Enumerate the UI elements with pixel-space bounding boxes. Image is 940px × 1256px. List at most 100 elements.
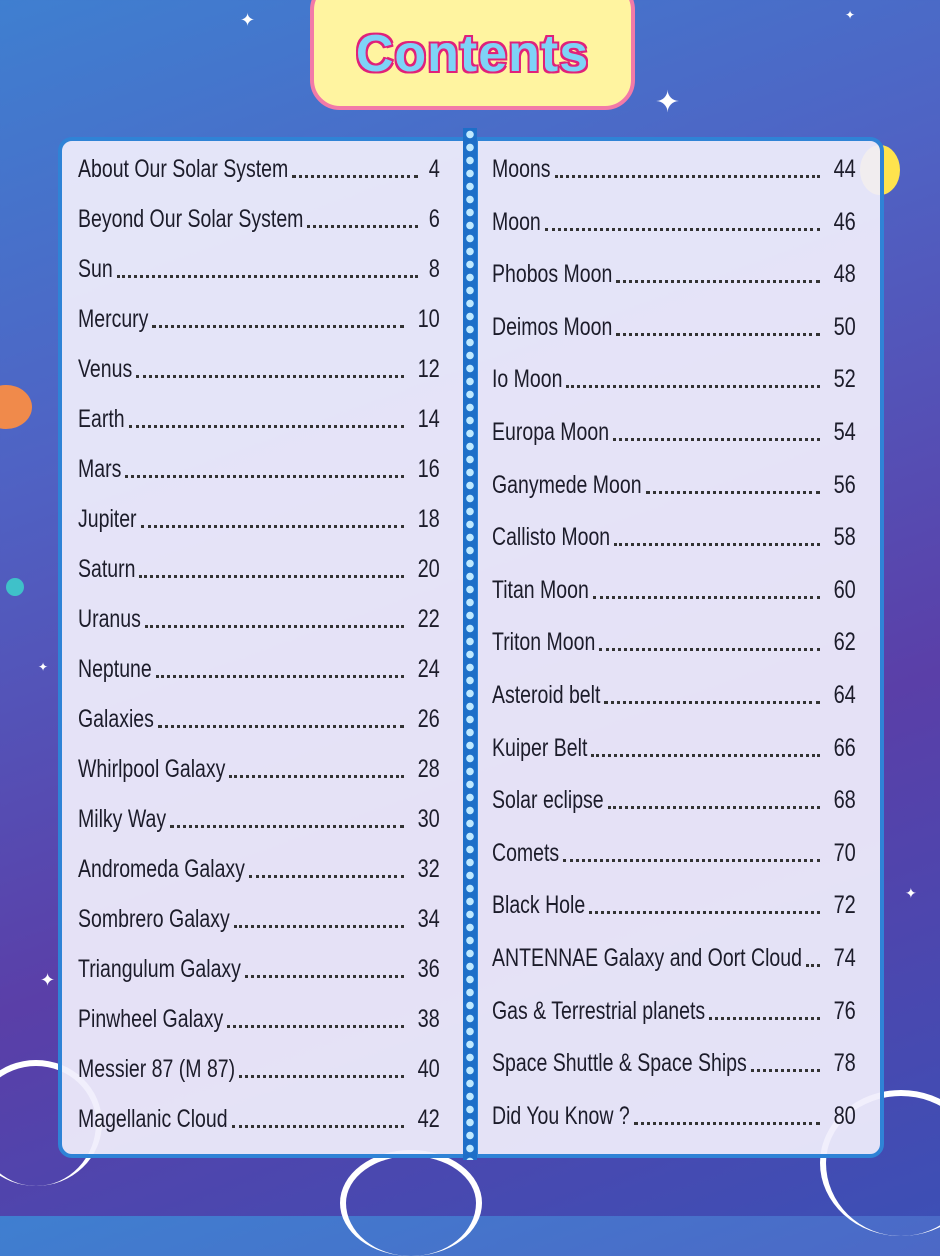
planet-icon xyxy=(0,385,32,429)
contents-entry[interactable]: Neptune 24 xyxy=(78,655,440,684)
contents-entry[interactable]: Callisto Moon 58 xyxy=(492,523,856,552)
contents-entry[interactable]: About Our Solar System 4 xyxy=(78,155,440,184)
entry-title: Saturn xyxy=(78,555,136,583)
contents-entry[interactable]: Phobos Moon 48 xyxy=(492,260,856,289)
contents-entry[interactable]: Magellanic Cloud 42 xyxy=(78,1105,440,1134)
contents-entry[interactable]: Saturn 20 xyxy=(78,555,440,584)
contents-entry[interactable]: Sun 8 xyxy=(78,255,440,284)
entry-page-number: 22 xyxy=(417,605,440,633)
contents-entry[interactable]: Europa Moon 54 xyxy=(492,418,856,447)
entry-title: Ganymede Moon xyxy=(492,470,642,499)
contents-entry[interactable]: Messier 87 (M 87) 40 xyxy=(78,1055,440,1084)
contents-entry[interactable]: Deimos Moon 50 xyxy=(492,313,856,342)
entry-title: Gas & Terrestrial planets xyxy=(492,996,706,1025)
entry-page-number: 64 xyxy=(833,681,856,709)
contents-entry[interactable]: Asteroid belt 64 xyxy=(492,681,856,710)
contents-entry[interactable]: Triton Moon 62 xyxy=(492,628,856,657)
dot-leader xyxy=(805,964,821,967)
dot-leader xyxy=(709,1016,821,1020)
entry-page-number: 4 xyxy=(428,155,440,183)
contents-entry[interactable]: Pinwheel Galaxy 38 xyxy=(78,1005,440,1034)
entry-page-number: 78 xyxy=(833,1049,856,1078)
entry-page-number: 68 xyxy=(833,786,856,815)
contents-left-column: About Our Solar System 4 Beyond Our Solar … xyxy=(58,137,468,1158)
entry-page-number: 80 xyxy=(833,1101,856,1130)
entry-page-number: 60 xyxy=(833,575,856,604)
entry-page-number: 74 xyxy=(833,944,856,972)
entry-page-number: 38 xyxy=(417,1005,440,1033)
contents-entry[interactable]: Moon 46 xyxy=(492,208,856,237)
contents-entry[interactable]: Moons 44 xyxy=(492,155,856,184)
dot-leader xyxy=(152,325,405,328)
contents-entry[interactable]: Solar eclipse 68 xyxy=(492,786,856,815)
entry-title: Magellanic Cloud xyxy=(78,1105,228,1133)
entry-title: About Our Solar System xyxy=(78,155,289,183)
contents-entry[interactable]: Did You Know ? 80 xyxy=(492,1102,856,1131)
contents-entry[interactable]: Triangulum Galaxy 36 xyxy=(78,955,440,984)
contents-entry[interactable]: ANTENNAE Galaxy and Oort Cloud 74 xyxy=(492,944,856,973)
contents-entry[interactable]: Ganymede Moon 56 xyxy=(492,471,856,500)
contents-entry[interactable]: Beyond Our Solar System 6 xyxy=(78,205,440,234)
entry-page-number: 50 xyxy=(833,312,856,341)
entry-page-number: 32 xyxy=(417,855,440,883)
dot-leader xyxy=(563,858,821,862)
entry-title: Milky Way xyxy=(78,805,167,833)
entry-page-number: 44 xyxy=(833,155,856,183)
entry-title: Deimos Moon xyxy=(492,312,613,341)
entry-page-number: 46 xyxy=(833,207,856,236)
entry-title: Whirlpool Galaxy xyxy=(78,755,226,783)
entry-title: Triangulum Galaxy xyxy=(78,955,241,983)
entry-page-number: 6 xyxy=(428,205,440,233)
dot-leader xyxy=(554,175,821,178)
entry-page-number: 30 xyxy=(417,805,440,833)
entry-title: Europa Moon xyxy=(492,418,610,446)
star-icon: ✦ xyxy=(40,970,56,990)
contents-entry[interactable]: Galaxies 26 xyxy=(78,705,440,734)
entry-title: Venus xyxy=(78,355,133,383)
entry-page-number: 76 xyxy=(833,996,856,1025)
entry-title: Asteroid belt xyxy=(492,681,601,709)
star-icon: ✦ xyxy=(845,8,856,22)
entry-page-number: 66 xyxy=(833,733,856,762)
contents-entry[interactable]: Whirlpool Galaxy 28 xyxy=(78,755,440,784)
contents-entry[interactable]: Earth 14 xyxy=(78,405,440,434)
entry-title: Uranus xyxy=(78,605,141,633)
dot-leader xyxy=(125,475,405,478)
contents-entry[interactable]: Venus 12 xyxy=(78,355,440,384)
contents-entry[interactable]: Gas & Terrestrial planets 76 xyxy=(492,997,856,1026)
contents-entry[interactable]: Uranus 22 xyxy=(78,605,440,634)
entry-title: Galaxies xyxy=(78,705,154,733)
dot-leader xyxy=(139,575,405,578)
contents-entry[interactable]: Andromeda Galaxy 32 xyxy=(78,855,440,884)
entry-page-number: 52 xyxy=(833,365,856,394)
entry-title: Black Hole xyxy=(492,891,586,920)
star-icon: ✦ xyxy=(655,86,681,119)
entry-page-number: 12 xyxy=(417,355,440,383)
dot-leader xyxy=(244,975,405,978)
contents-entry[interactable]: Space Shuttle & Space Ships 78 xyxy=(492,1049,856,1078)
entry-title: Andromeda Galaxy xyxy=(78,855,245,883)
contents-entry[interactable]: Mars 16 xyxy=(78,455,440,484)
contents-entry[interactable]: Jupiter 18 xyxy=(78,505,440,534)
entry-page-number: 42 xyxy=(417,1105,440,1133)
contents-entry[interactable]: Sombrero Galaxy 34 xyxy=(78,905,440,934)
contents-right-column: Moons 44 Moon 46 Phobos Moon 48 Deimos Moon 50 I… xyxy=(474,137,884,1158)
entry-title: Mercury xyxy=(78,305,149,333)
entry-title: Solar eclipse xyxy=(492,786,604,815)
dot-leader xyxy=(607,806,821,810)
contents-entry[interactable]: Kuiper Belt 66 xyxy=(492,734,856,763)
star-icon: ✦ xyxy=(240,10,256,30)
entry-title: Comets xyxy=(492,838,560,867)
dot-leader xyxy=(544,227,821,231)
contents-entry[interactable]: Io Moon 52 xyxy=(492,365,856,394)
contents-entry[interactable]: Titan Moon 60 xyxy=(492,576,856,605)
contents-entry[interactable]: Mercury 10 xyxy=(78,305,440,334)
dot-leader xyxy=(157,725,405,728)
entry-title: Moon xyxy=(492,207,541,236)
dot-leader xyxy=(616,332,821,336)
contents-entry[interactable]: Black Hole 72 xyxy=(492,891,856,920)
contents-entry[interactable]: Comets 70 xyxy=(492,839,856,868)
page-title: Contents xyxy=(354,24,590,85)
entry-title: Triton Moon xyxy=(492,628,596,657)
contents-entry[interactable]: Milky Way 30 xyxy=(78,805,440,834)
